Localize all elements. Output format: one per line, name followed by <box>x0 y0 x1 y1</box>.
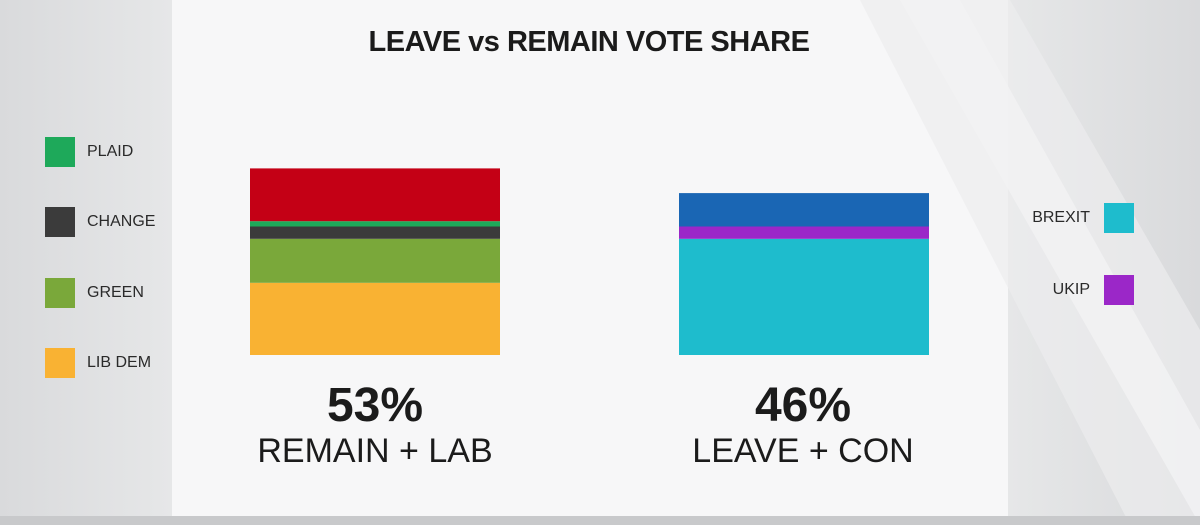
legend-item-change: CHANGE <box>45 207 155 237</box>
legend-label-ukip: UKIP <box>1052 281 1090 298</box>
leave-group-label: LEAVE + CON <box>692 432 914 470</box>
legend-label-lib-dem: LIB DEM <box>87 354 152 371</box>
legend-swatch-ukip <box>1104 275 1134 305</box>
remain-total-percentage: 53% <box>326 379 424 432</box>
legend-swatch-change <box>45 207 75 237</box>
bar-segment-remain-change <box>250 226 500 239</box>
legend-item-plaid: PLAID <box>45 137 133 167</box>
legend-item-green: GREEN <box>45 278 144 308</box>
legend-item-lib-dem: LIB DEM <box>45 348 151 378</box>
chart-title: LEAVE vs REMAIN VOTE SHARE <box>368 26 810 58</box>
bar-segment-remain-plaid <box>250 221 500 227</box>
legend-label-green: GREEN <box>87 284 144 301</box>
bar-segment-leave-con <box>679 193 929 227</box>
bar-segment-remain-green <box>250 238 500 283</box>
bottom-strip <box>0 516 1200 525</box>
legend-item-ukip: UKIP <box>1000 275 1134 305</box>
left-side-panel <box>0 0 172 525</box>
legend-label-brexit: BREXIT <box>1032 209 1090 226</box>
bar-segment-leave-ukip <box>679 226 929 239</box>
bar-segment-remain-lib-dem <box>250 282 500 355</box>
legend-item-brexit: BREXIT <box>1000 203 1134 233</box>
legend-label-plaid: PLAID <box>87 143 134 160</box>
leave-total-percentage: 46% <box>754 379 852 432</box>
bar-segment-remain-lab <box>250 168 500 222</box>
remain-group-label: REMAIN + LAB <box>257 432 493 470</box>
legend-label-change: CHANGE <box>87 213 156 230</box>
legend-swatch-plaid <box>45 137 75 167</box>
bar-segment-leave-brexit <box>679 238 929 355</box>
legend-swatch-lib-dem <box>45 348 75 378</box>
legend-swatch-green <box>45 278 75 308</box>
legend-swatch-brexit <box>1104 203 1134 233</box>
